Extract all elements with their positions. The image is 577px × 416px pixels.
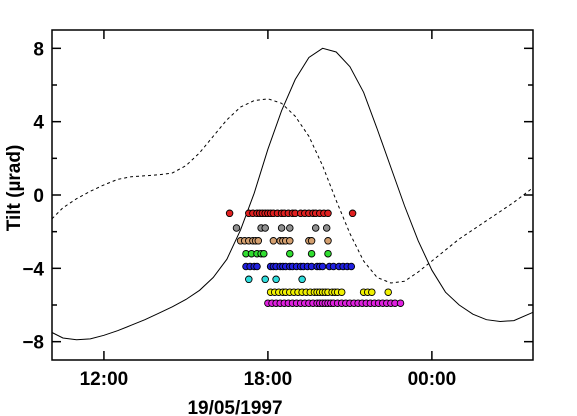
marker-layer	[225, 209, 405, 307]
marker-row-2-point	[261, 224, 269, 232]
x-tick-label: 18:00	[244, 369, 293, 390]
marker-row-1-point	[225, 209, 234, 218]
x-tick-label: 12:00	[80, 369, 129, 390]
marker-row-6-point	[261, 275, 269, 284]
marker-row-3-point	[254, 237, 263, 245]
x-axis: 12:00 18:00 00:00	[80, 30, 457, 390]
marker-row-5-point	[253, 262, 261, 271]
y-tick-label: 8	[33, 39, 44, 60]
marker-row-6-point	[272, 275, 280, 284]
marker-row-1-point	[324, 209, 332, 218]
marker-row-4-point	[286, 249, 294, 258]
y-tick-label: 0	[33, 186, 44, 207]
y-axis: 8 4 0 −4 −8	[22, 39, 533, 354]
marker-row-4-point	[307, 249, 316, 258]
marker-row-6-point	[245, 275, 253, 284]
marker-row-6-point	[298, 275, 306, 284]
x-tick-label: 00:00	[408, 369, 457, 390]
curve-layer	[51, 47, 534, 341]
marker-row-2-point	[322, 224, 331, 232]
marker-row-1-point	[348, 209, 357, 218]
marker-row-2-point	[277, 224, 286, 232]
marker-row-4-point	[260, 249, 268, 258]
marker-row-5-point	[318, 262, 327, 271]
marker-row-4-point	[324, 249, 332, 258]
marker-row-7-point	[337, 288, 346, 296]
marker-row-2-point	[286, 224, 294, 232]
y-axis-title: Tilt (µrad)	[4, 145, 25, 232]
y-tick-label: −4	[22, 259, 44, 280]
solid-tilt-curve	[51, 47, 534, 341]
marker-row-2-point	[232, 224, 241, 232]
date-label: 19/05/1997	[187, 398, 282, 416]
y-tick-label: −8	[22, 333, 44, 354]
marker-row-7-point	[368, 288, 376, 296]
marker-row-3-point	[307, 237, 316, 245]
y-tick-label: 4	[33, 113, 44, 134]
marker-row-8-point	[396, 299, 405, 307]
marker-row-3-point	[324, 237, 332, 245]
plot-frame	[51, 29, 534, 361]
marker-row-3-point	[269, 237, 278, 245]
marker-row-7-point	[384, 288, 392, 296]
marker-row-3-point	[286, 237, 294, 245]
marker-row-5-point	[347, 262, 356, 271]
marker-row-2-point	[311, 224, 320, 232]
